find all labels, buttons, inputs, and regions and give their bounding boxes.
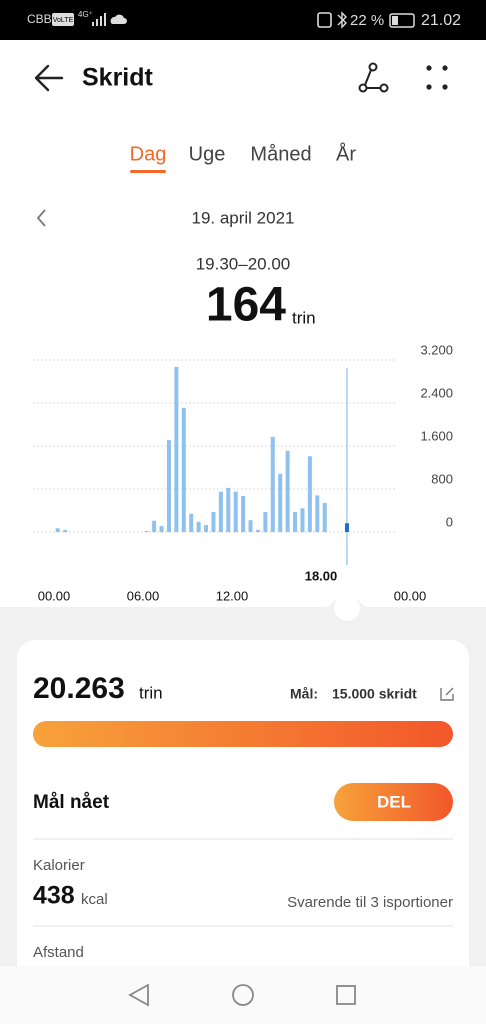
battery-icon	[389, 13, 415, 28]
bar	[189, 513, 194, 532]
bar	[278, 473, 283, 532]
y-tick-label: 0	[446, 514, 453, 529]
nav-bar	[0, 966, 486, 1024]
bar	[166, 440, 171, 532]
y-tick-label: 800	[431, 471, 453, 486]
status-bar	[0, 0, 486, 40]
share-button[interactable]	[334, 783, 453, 821]
bar	[307, 456, 312, 532]
share-label[interactable]: DEL	[377, 792, 411, 811]
page-title: Skridt	[82, 64, 154, 92]
edit-goal[interactable]	[440, 687, 454, 701]
nav-back[interactable]	[128, 983, 149, 1007]
distance-label: Afstand	[33, 944, 84, 961]
y-tick-label: 2.400	[420, 385, 453, 400]
goal-progress	[33, 721, 453, 747]
bar	[55, 528, 60, 532]
bar	[300, 508, 305, 532]
bar	[248, 520, 253, 532]
bar	[196, 521, 201, 532]
total-steps: 20.263	[33, 672, 125, 705]
bar	[344, 523, 349, 532]
nfc-icon	[317, 12, 332, 28]
calories-note: Svarende til 3 isportioner	[287, 894, 453, 911]
y-tick-label: 3.200	[420, 342, 453, 357]
route-button[interactable]	[358, 62, 389, 93]
bar	[181, 407, 186, 532]
calories: 438	[33, 882, 75, 910]
x-tick-label: 06.00	[127, 588, 160, 603]
goal: 15.000 skridt	[332, 686, 417, 702]
carrier: CBB	[27, 12, 52, 26]
bar	[263, 512, 268, 532]
bar	[211, 512, 216, 532]
bar	[226, 487, 231, 532]
nav-home[interactable]	[232, 984, 254, 1006]
bar	[315, 495, 320, 532]
bar	[63, 529, 68, 532]
prev-day[interactable]	[36, 209, 46, 227]
bar	[144, 530, 149, 532]
bar	[270, 436, 275, 532]
battery-level	[392, 16, 398, 25]
network: 4G⁺	[78, 10, 93, 19]
cursor-handle[interactable]	[334, 595, 360, 621]
x-tick-label: 00.00	[394, 588, 427, 603]
calories-label: Kalorier	[33, 857, 85, 874]
more-button[interactable]	[426, 65, 448, 90]
x-tick-label: 12.00	[216, 588, 249, 603]
goal-status: Mål nået	[33, 792, 110, 813]
date: 19. april 2021	[191, 208, 294, 227]
nav-recent[interactable]	[336, 985, 356, 1005]
tab-indicator	[130, 170, 166, 173]
tab[interactable]: Dag	[130, 143, 167, 165]
time-range: 19.30–20.00	[196, 254, 291, 273]
bar	[233, 491, 238, 532]
back-button[interactable]	[34, 64, 64, 92]
readout-unit: trin	[292, 308, 316, 327]
bar	[204, 525, 209, 532]
clock: 21.02	[421, 12, 461, 29]
total-unit: trin	[139, 683, 163, 702]
calories-unit: kcal	[81, 891, 108, 908]
tab[interactable]: Uge	[189, 143, 226, 165]
tab[interactable]: År	[336, 142, 356, 165]
bar	[152, 520, 157, 532]
goal-label: Mål:	[290, 686, 318, 702]
y-tick-label: 1.600	[420, 428, 453, 443]
bar	[159, 526, 164, 532]
bar	[241, 495, 246, 532]
bar	[293, 512, 298, 532]
bar	[218, 491, 223, 532]
tab[interactable]: Måned	[250, 143, 311, 165]
volte-badge	[52, 13, 74, 26]
bluetooth-icon	[337, 11, 347, 29]
signal-icon	[92, 13, 106, 26]
readout-value: 164	[206, 279, 286, 332]
x-tick-label: 18.00	[305, 568, 338, 583]
bar	[174, 366, 179, 532]
bar	[322, 502, 327, 532]
battery-percent: 22 %	[350, 12, 384, 29]
bar	[285, 450, 290, 532]
volte: VoLTE	[53, 17, 74, 24]
bar	[255, 529, 260, 532]
cloud-icon	[110, 14, 127, 24]
x-tick-label: 00.00	[38, 588, 71, 603]
